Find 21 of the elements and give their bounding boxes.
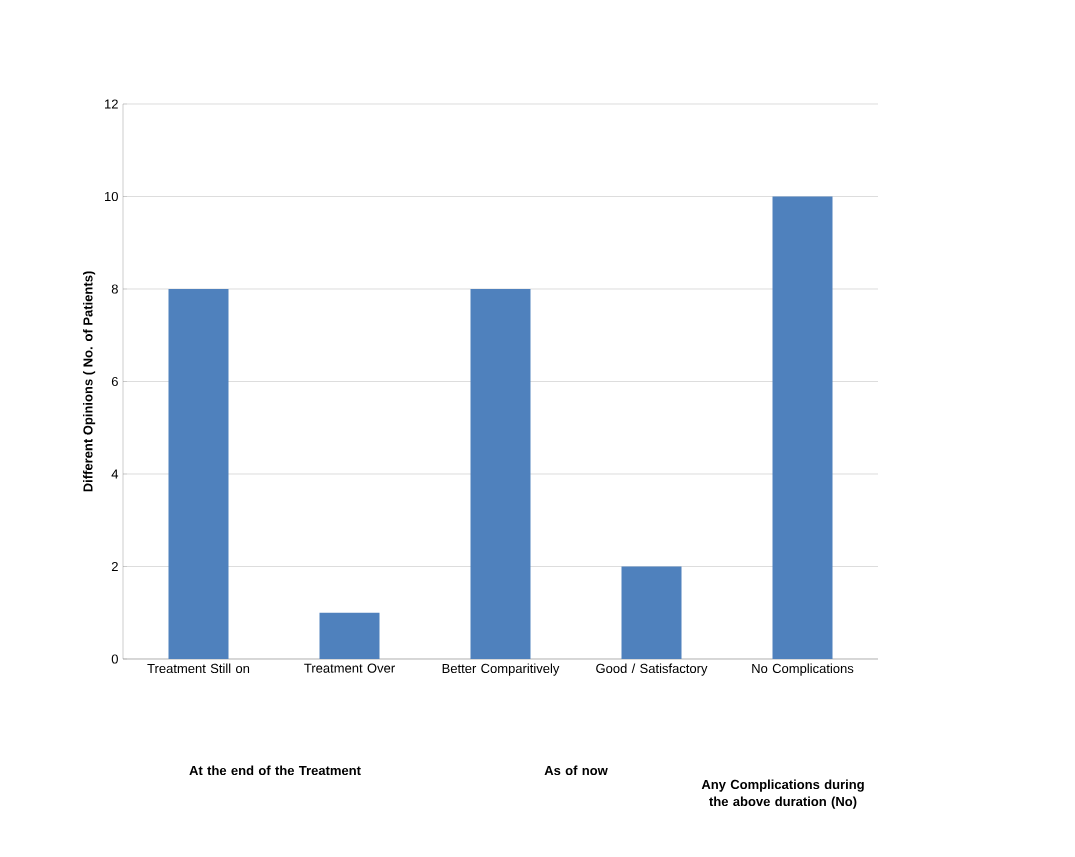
x-tick-label: Treatment Still on: [147, 663, 250, 674]
y-tick-label: 6: [111, 376, 118, 387]
y-axis-title: Different Opinions ( No. of Patients): [83, 271, 96, 492]
text: Any Complications during the above duration (No): [701, 779, 864, 809]
bar: [621, 566, 682, 659]
text: At the end of the Treatment: [189, 765, 361, 776]
y-tick-label: 0: [111, 654, 118, 664]
y-tick-label: 12: [105, 99, 118, 109]
x-tick-label: Treatment Over: [304, 663, 395, 673]
y-tick-label: 8: [111, 284, 118, 294]
y-tick-label: 4: [111, 469, 119, 479]
bar: [772, 196, 833, 659]
bar: [319, 612, 380, 659]
x-tick-label: No Complications: [752, 663, 854, 676]
text: As of now: [544, 765, 608, 776]
x-tick-label: Good / Satisfactory: [596, 663, 708, 676]
x-tick-label: Better Comparitively: [442, 663, 560, 676]
bar: [470, 288, 531, 659]
y-tick-label: 10: [105, 191, 118, 202]
bar: [168, 288, 229, 659]
y-tick-label: 2: [111, 561, 118, 572]
